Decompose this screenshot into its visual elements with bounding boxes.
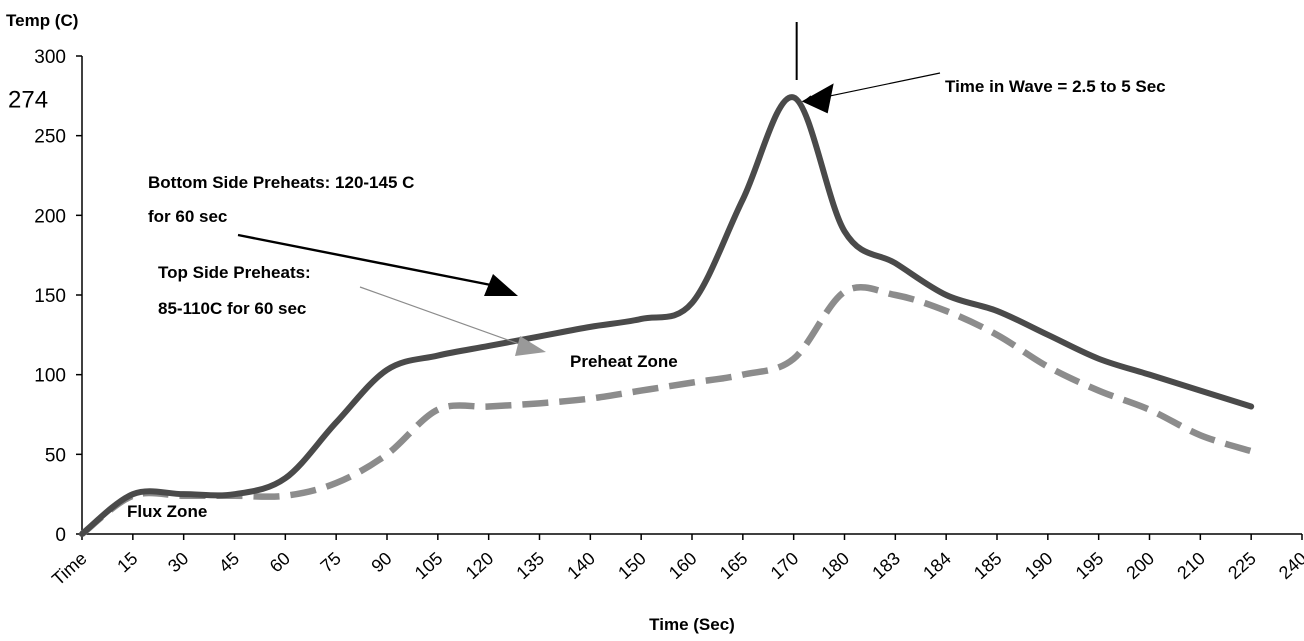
x-tick-label: 210	[1173, 548, 1209, 583]
y-tick-label: 0	[55, 525, 66, 546]
y-tick-label: 100	[34, 366, 66, 387]
x-tick-label: 180	[817, 548, 853, 583]
series-lines	[79, 94, 1255, 537]
peak-value-label: 274	[8, 86, 48, 113]
x-tick-label: 185	[970, 548, 1006, 583]
x-tick-label: 105	[411, 548, 447, 583]
x-tick-label: 135	[512, 548, 548, 583]
x-axis-title: Time (Sec)	[649, 615, 735, 634]
y-tick-label: 300	[34, 47, 66, 68]
preheat-zone-label: Preheat Zone	[570, 352, 678, 371]
x-tick-label: 90	[367, 548, 395, 576]
x-tick-label: 190	[1021, 548, 1057, 583]
top-preheat-arrow	[359, 286, 523, 346]
x-tick-label: 165	[716, 548, 752, 583]
top-side-preheats-label: Top Side Preheats: 85-110C for 60 sec	[158, 263, 311, 318]
x-tick-label: 183	[868, 548, 904, 583]
y-tick-label: 50	[45, 445, 66, 466]
x-tick-label: 160	[665, 548, 701, 583]
x-tick-label: 45	[215, 548, 243, 576]
x-tick-label: Time	[48, 548, 91, 589]
time-in-wave-label: Time in Wave = 2.5 to 5 Sec	[945, 77, 1166, 96]
series-line-bottom-side	[79, 94, 1255, 537]
annotations: Time in Wave = 2.5 to 5 Sec Bottom Side P…	[127, 22, 1166, 521]
x-tick-label: 75	[317, 548, 345, 576]
x-tick-label: 30	[164, 548, 192, 576]
flux-zone-label: Flux Zone	[127, 502, 207, 521]
x-tick-label: 240	[1275, 548, 1304, 583]
x-tick-label: 195	[1072, 548, 1108, 583]
x-tick-label: 15	[113, 548, 141, 576]
series-line-top-side	[79, 284, 1253, 537]
x-tick-label: 120	[462, 548, 498, 583]
x-tick-label: 225	[1224, 548, 1260, 583]
x-tick-label: 140	[563, 548, 599, 583]
top-preheat-arrowhead	[515, 336, 546, 356]
y-tick-label: 250	[34, 127, 66, 148]
y-tick-label: 200	[34, 206, 66, 227]
bottom-preheat-arrow	[237, 233, 497, 288]
x-tick-label: 170	[767, 548, 803, 583]
y-axis-title: Temp (C)	[6, 11, 78, 30]
y-tick-label: 150	[34, 286, 66, 307]
bottom-preheat-arrowhead	[484, 274, 518, 296]
x-tick-label: 184	[919, 548, 955, 583]
x-tick-label: 150	[614, 548, 650, 583]
time-in-wave-arrowhead	[801, 83, 834, 114]
x-tick-label: 200	[1122, 548, 1158, 583]
x-tick-label: 60	[266, 548, 294, 576]
